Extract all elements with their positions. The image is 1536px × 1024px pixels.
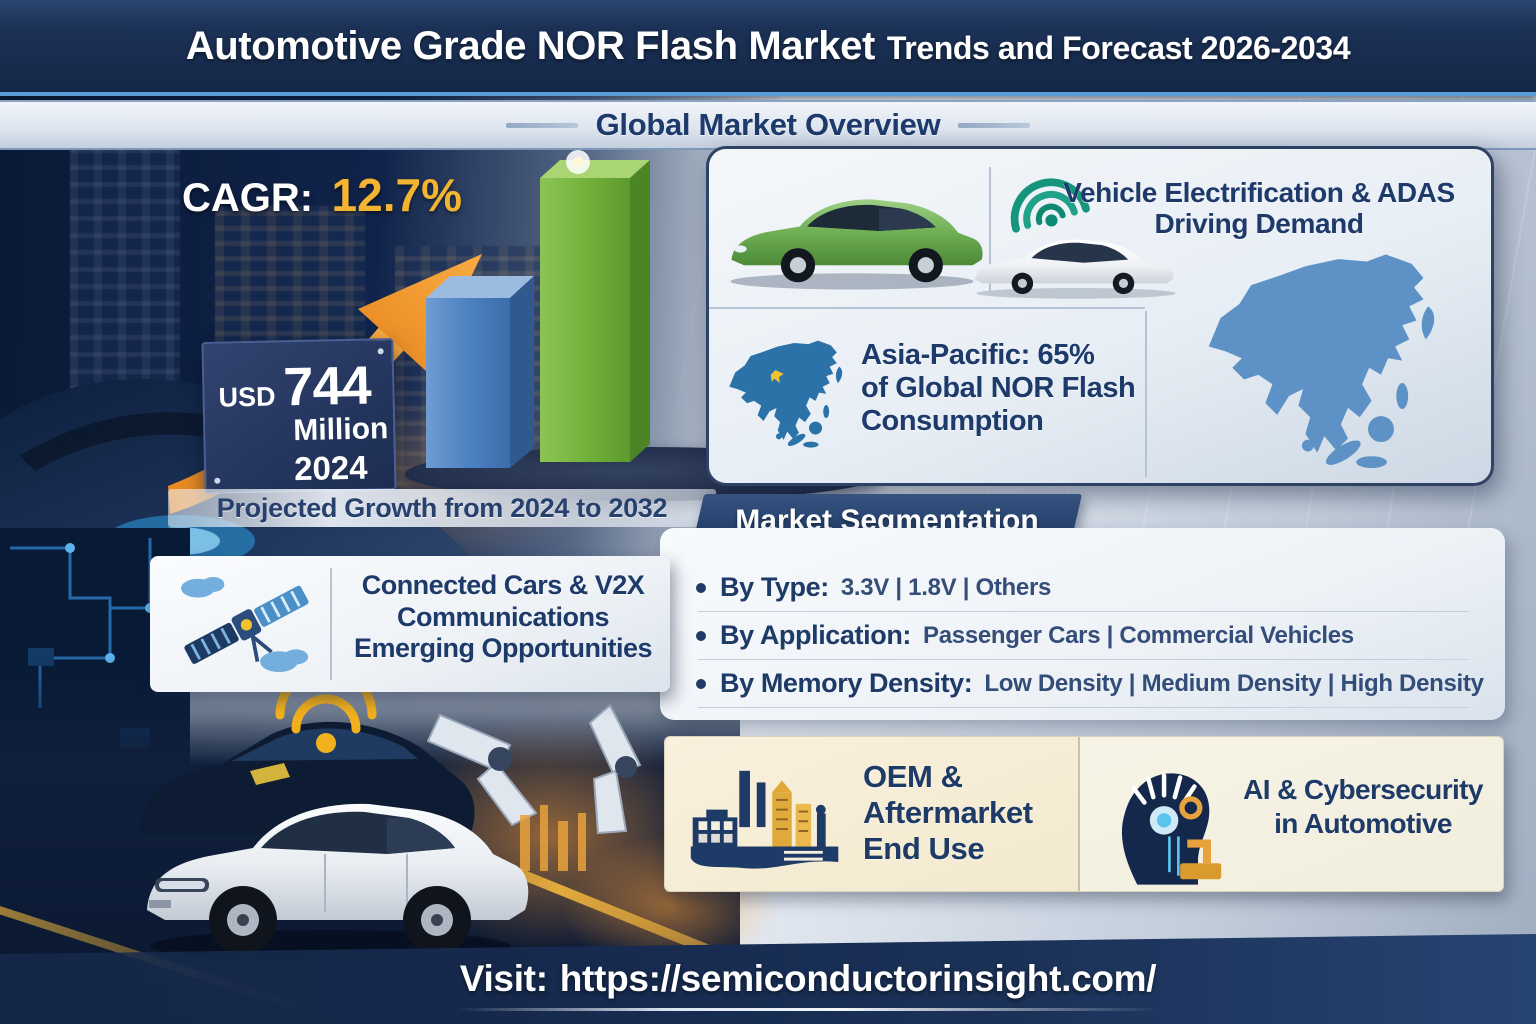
value-year: 2024 bbox=[293, 448, 368, 488]
ai-title: AI & Cybersecurity in Automotive bbox=[1228, 773, 1498, 840]
footer-text: Visit: https://semiconductorinsight.com/ bbox=[460, 958, 1157, 1000]
segment-label: By Type: bbox=[720, 572, 829, 602]
screw-dot bbox=[214, 477, 221, 484]
value-unit: Million bbox=[292, 412, 389, 448]
oem-title: OEM & Aftermarket End Use bbox=[863, 759, 1033, 867]
row-divider bbox=[698, 707, 1469, 708]
oem-line3: End Use bbox=[863, 830, 985, 866]
decorative-dash bbox=[505, 122, 578, 128]
segment-values: Low Density | Medium Density | High Dens… bbox=[984, 669, 1484, 697]
section-overview-band: Global Market Overview bbox=[0, 100, 1536, 150]
white-small-car-image bbox=[974, 239, 1176, 299]
connected-dark-car bbox=[139, 685, 475, 835]
segmentation-row-type: By Type: 3.3V | 1.8V | Others bbox=[696, 564, 1479, 611]
segmentation-panel: By Type: 3.3V | 1.8V | Others By Applica… bbox=[660, 528, 1505, 720]
section-title: Global Market Overview bbox=[595, 107, 941, 142]
market-drivers-panel: Vehicle Electrification & ADAS Driving D… bbox=[706, 146, 1494, 486]
chart-caption-band: Projected Growth from 2024 to 2032 bbox=[168, 489, 716, 527]
asia-stat-line3: Consumption bbox=[861, 405, 1044, 438]
driver-title-line2: Driving Demand bbox=[1154, 208, 1364, 240]
page-title: Automotive Grade NOR Flash Market Trends … bbox=[185, 23, 1351, 69]
page-title-emphasis: Automotive Grade NOR Flash Market bbox=[185, 23, 876, 68]
asia-stat-line2: of Global NOR Flash bbox=[861, 372, 1136, 405]
factory-icon bbox=[690, 770, 839, 869]
panel-divider bbox=[1145, 311, 1147, 477]
white-car-image bbox=[147, 803, 529, 962]
website-url[interactable]: https://semiconductorinsight.com/ bbox=[559, 957, 1157, 999]
asia-map-icon bbox=[729, 340, 843, 448]
segmentation-row-application: By Application: Passenger Cars | Commerc… bbox=[696, 612, 1479, 659]
connected-cars-panel: Connected Cars & V2X Communications Emer… bbox=[150, 556, 670, 692]
growth-bar-chart bbox=[426, 150, 650, 468]
panel-divider bbox=[330, 568, 332, 680]
green-car-image bbox=[730, 199, 983, 290]
panel-divider bbox=[989, 167, 991, 291]
footer-underline bbox=[458, 1007, 1158, 1011]
asia-stat-line1: Asia-Pacific: 65% bbox=[861, 339, 1095, 371]
ai-panel: AI & Cybersecurity in Automotive bbox=[1080, 737, 1503, 891]
strip-divider bbox=[1078, 737, 1080, 891]
panel-divider bbox=[709, 307, 1145, 309]
footer-content: Visit: https://semiconductorinsight.com/ bbox=[0, 934, 1536, 1024]
segment-values: Passenger Cars | Commercial Vehicles bbox=[923, 621, 1354, 649]
robot-arms bbox=[426, 703, 642, 871]
connected-line1: Connected Cars & V2X bbox=[361, 570, 645, 600]
ai-head-icon bbox=[1121, 773, 1222, 885]
oem-panel: OEM & Aftermarket End Use bbox=[665, 737, 1078, 891]
ai-line1: AI & Cybersecurity bbox=[1243, 774, 1483, 805]
connected-line3: Emerging Opportunities bbox=[353, 633, 653, 664]
screw-dot bbox=[377, 348, 384, 355]
visit-label: Visit: bbox=[459, 957, 548, 999]
cagr-value: 12.7% bbox=[331, 169, 462, 221]
cagr-label: CAGR: bbox=[182, 176, 314, 220]
connected-cars-title: Connected Cars & V2X Communications Emer… bbox=[342, 570, 664, 665]
currency-label: USD bbox=[218, 381, 276, 413]
market-value-box: USD 744 Million 2024 bbox=[201, 338, 397, 494]
header-band: Automotive Grade NOR Flash Market Trends … bbox=[0, 0, 1536, 96]
market-value: 744 bbox=[282, 355, 372, 418]
chart-caption: Projected Growth from 2024 to 2032 bbox=[216, 492, 668, 523]
radar-signal-icon bbox=[1010, 178, 1090, 233]
end-use-strip: OEM & Aftermarket End Use AI & Cybersec bbox=[664, 736, 1504, 892]
driver-title-line1: Vehicle Electrification & ADAS bbox=[1063, 177, 1455, 208]
asia-map-image bbox=[1208, 254, 1435, 469]
oem-line2: Aftermarket bbox=[863, 794, 1033, 830]
page-title-rest: Trends and Forecast 2026-2034 bbox=[886, 29, 1351, 66]
segment-label: By Application: bbox=[720, 620, 912, 650]
satellite-icon bbox=[181, 576, 309, 672]
connected-line2: Communications bbox=[396, 601, 610, 632]
ai-line2: in Automotive bbox=[1274, 807, 1452, 839]
decorative-dash bbox=[958, 122, 1031, 128]
oem-line1: OEM & bbox=[863, 759, 963, 794]
segment-label: By Memory Density: bbox=[720, 668, 973, 698]
driver-electrification-title: Vehicle Electrification & ADAS Driving D… bbox=[1031, 177, 1487, 240]
asia-pacific-stat: Asia-Pacific: 65% of Global NOR Flash Co… bbox=[861, 339, 1161, 438]
footer-band: Visit: https://semiconductorinsight.com/ bbox=[0, 934, 1536, 1024]
segmentation-row-density: By Memory Density: Low Density | Medium … bbox=[696, 660, 1484, 707]
segment-values: 3.3V | 1.8V | Others bbox=[840, 573, 1052, 601]
cagr-callout: CAGR: 12.7% bbox=[182, 168, 462, 222]
